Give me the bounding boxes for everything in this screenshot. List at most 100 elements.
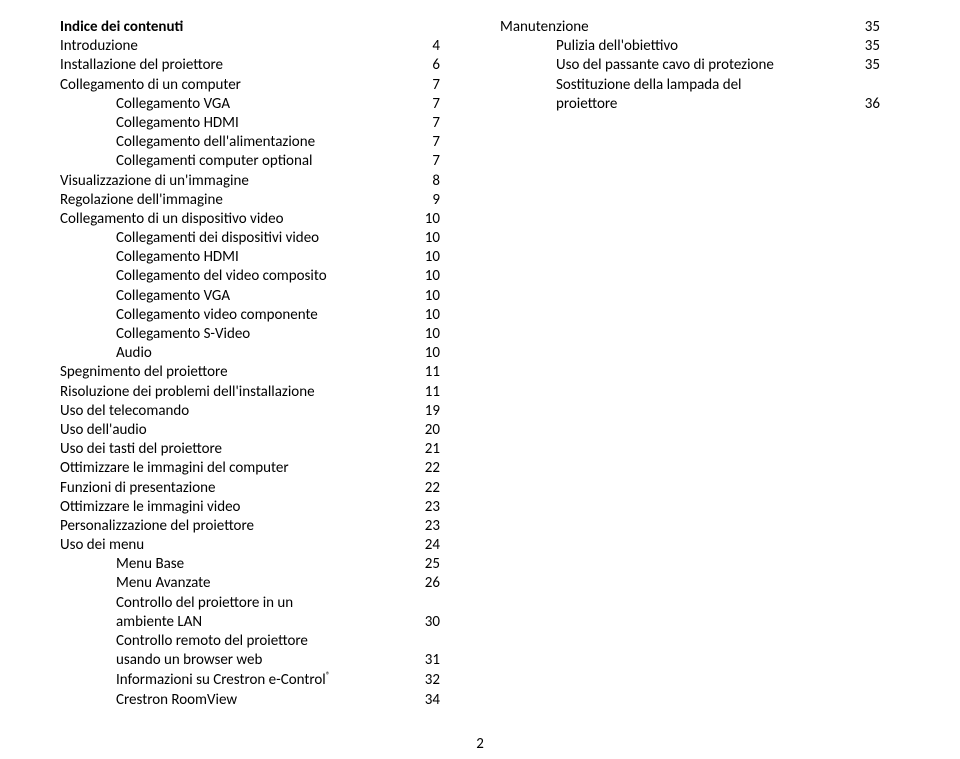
toc-page-ref: 7 <box>410 152 440 171</box>
toc-row: Controllo remoto del proiettore <box>60 632 440 651</box>
toc-page-ref: 9 <box>410 191 440 210</box>
toc-label: Spegnimento del proiettore <box>60 363 410 382</box>
toc-label: Risoluzione dei problemi dell'installazi… <box>60 383 410 402</box>
toc-row: Collegamento HDMI7 <box>60 114 440 133</box>
toc-page-ref: 20 <box>410 421 440 440</box>
toc-page-ref: 24 <box>410 536 440 555</box>
toc-page-ref: 22 <box>410 479 440 498</box>
toc-page-ref: 19 <box>410 402 440 421</box>
toc-label: Manutenzione <box>500 18 850 37</box>
toc-row: proiettore36 <box>500 95 880 114</box>
toc-column-right: Manutenzione35Pulizia dell'obiettivo35Us… <box>500 18 880 728</box>
toc-page-ref: 11 <box>410 383 440 402</box>
toc-page-ref: 10 <box>410 229 440 248</box>
toc-label: proiettore <box>500 95 850 114</box>
toc-label: Collegamento di un computer <box>60 76 410 95</box>
toc-label: Uso dell'audio <box>60 421 410 440</box>
toc-row: Collegamento video componente10 <box>60 306 440 325</box>
toc-row: Collegamenti computer optional7 <box>60 152 440 171</box>
toc-row: Uso del telecomando19 <box>60 402 440 421</box>
page-number: 2 <box>0 735 960 753</box>
toc-page-ref: 10 <box>410 325 440 344</box>
toc-page-ref: 35 <box>850 18 880 37</box>
toc-page-ref: 10 <box>410 267 440 286</box>
toc-row: Uso dell'audio20 <box>60 421 440 440</box>
toc-page-ref: 10 <box>410 306 440 325</box>
toc-row: Funzioni di presentazione22 <box>60 479 440 498</box>
toc-page-ref: 35 <box>850 56 880 75</box>
toc-label: Menu Base <box>60 555 410 574</box>
toc-label: Personalizzazione del proiettore <box>60 517 410 536</box>
toc-label: Ottimizzare le immagini del computer <box>60 459 410 478</box>
toc-row: Sostituzione della lampada del <box>500 76 880 95</box>
toc-row: Risoluzione dei problemi dell'installazi… <box>60 383 440 402</box>
toc-row: Manutenzione35 <box>500 18 880 37</box>
toc-page-ref: 7 <box>410 133 440 152</box>
toc-page-ref: 25 <box>410 555 440 574</box>
toc-row: Introduzione4 <box>60 37 440 56</box>
toc-label: Uso dei menu <box>60 536 410 555</box>
toc-page-ref: 23 <box>410 517 440 536</box>
toc-row: Pulizia dell'obiettivo35 <box>500 37 880 56</box>
toc-row: Installazione del proiettore6 <box>60 56 440 75</box>
toc-row: Uso del passante cavo di protezione35 <box>500 56 880 75</box>
toc-row: usando un browser web31 <box>60 651 440 670</box>
toc-row: Regolazione dell'immagine9 <box>60 191 440 210</box>
toc-page-ref: 7 <box>410 76 440 95</box>
toc-label: ambiente LAN <box>60 613 410 632</box>
toc-row: Collegamenti dei dispositivi video10 <box>60 229 440 248</box>
toc-row: Collegamento di un computer7 <box>60 76 440 95</box>
toc-page-ref: 31 <box>410 651 440 670</box>
toc-label: Collegamento S-Video <box>60 325 410 344</box>
toc-label: Regolazione dell'immagine <box>60 191 410 210</box>
toc-label: Pulizia dell'obiettivo <box>500 37 850 56</box>
toc-page-ref: 6 <box>410 56 440 75</box>
toc-page-ref: 34 <box>410 691 440 710</box>
toc-page-ref: 11 <box>410 363 440 382</box>
toc-page-ref: 32 <box>410 671 440 690</box>
toc-row: Uso dei tasti del proiettore21 <box>60 440 440 459</box>
toc-label: usando un browser web <box>60 651 410 670</box>
toc-row: Controllo del proiettore in un <box>60 594 440 613</box>
toc-label: Uso del telecomando <box>60 402 410 421</box>
toc-page-ref: 8 <box>410 172 440 191</box>
toc-label: Collegamento video componente <box>60 306 410 325</box>
toc-page-ref: 7 <box>410 114 440 133</box>
toc-label: Collegamento HDMI <box>60 248 410 267</box>
toc-row: Menu Avanzate26 <box>60 574 440 593</box>
toc-row: Uso dei menu24 <box>60 536 440 555</box>
toc-label: Collegamento del video composito <box>60 267 410 286</box>
toc-label: Audio <box>60 344 410 363</box>
toc-row: Collegamento di un dispositivo video10 <box>60 210 440 229</box>
toc-page-ref: 7 <box>410 95 440 114</box>
toc-page-ref: 10 <box>410 344 440 363</box>
toc-label: Introduzione <box>60 37 410 56</box>
toc-row: Collegamento dell'alimentazione7 <box>60 133 440 152</box>
toc-label: Uso del passante cavo di protezione <box>500 56 850 75</box>
toc-label: Controllo remoto del proiettore <box>60 632 410 651</box>
toc-row: Ottimizzare le immagini del computer22 <box>60 459 440 478</box>
toc-page-ref: 36 <box>850 95 880 114</box>
toc-label: Indice dei contenuti <box>60 18 410 37</box>
toc-label: Visualizzazione di un'immagine <box>60 172 410 191</box>
toc-label: Sostituzione della lampada del <box>500 76 850 95</box>
toc-label: Funzioni di presentazione <box>60 479 410 498</box>
toc-page-ref: 10 <box>410 248 440 267</box>
toc-label: Informazioni su Crestron e-Control® <box>60 670 410 690</box>
toc-page-ref: 23 <box>410 498 440 517</box>
toc-label: Ottimizzare le immagini video <box>60 498 410 517</box>
toc-label: Uso dei tasti del proiettore <box>60 440 410 459</box>
toc-row: Collegamento S-Video10 <box>60 325 440 344</box>
toc-row: Collegamento VGA7 <box>60 95 440 114</box>
toc-row: Menu Base25 <box>60 555 440 574</box>
toc-row: Personalizzazione del proiettore23 <box>60 517 440 536</box>
toc-label: Installazione del proiettore <box>60 56 410 75</box>
toc-row: Audio10 <box>60 344 440 363</box>
toc-row: Indice dei contenuti <box>60 18 440 37</box>
toc-page-ref: 35 <box>850 37 880 56</box>
toc-page-ref: 21 <box>410 440 440 459</box>
toc-row: Collegamento del video composito10 <box>60 267 440 286</box>
toc-row: Informazioni su Crestron e-Control®32 <box>60 670 440 690</box>
toc-label: Crestron RoomView <box>60 691 410 710</box>
toc-page: Indice dei contenutiIntroduzione4Install… <box>0 0 960 728</box>
